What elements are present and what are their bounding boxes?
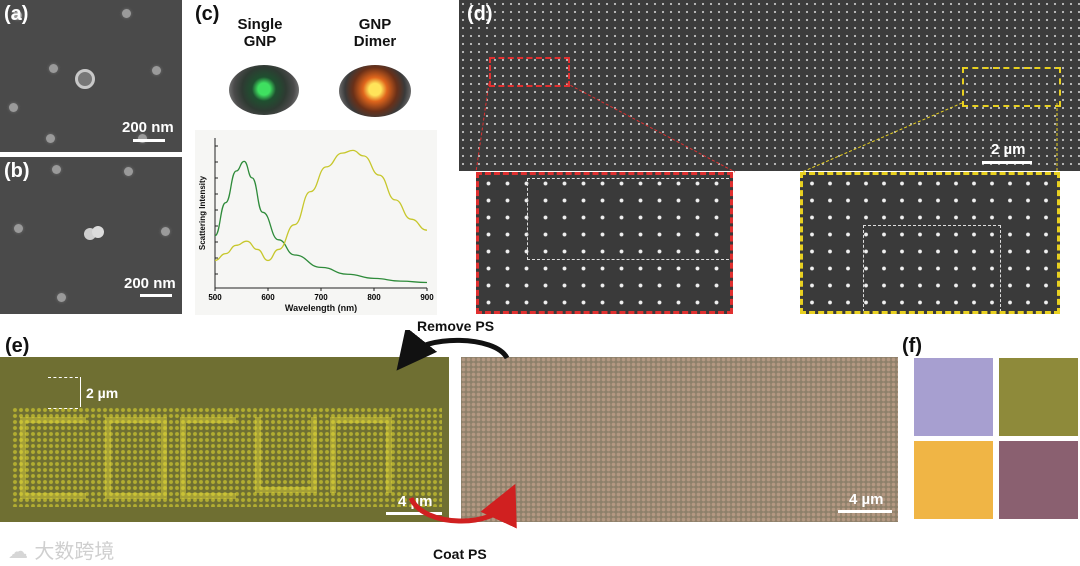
color-swatch-mauve xyxy=(999,441,1078,519)
height-marker-label: 2 µm xyxy=(86,385,119,401)
y-axis-label: Scattering Intensity xyxy=(198,175,207,250)
panel-label-a: (a) xyxy=(4,3,29,25)
sem-image-a: (a) 200 nm xyxy=(0,0,182,152)
watermark-logo: ☁ 大数跨境 xyxy=(8,535,114,564)
zoom-inset-yellow xyxy=(800,172,1060,314)
pattern-glyph xyxy=(20,417,86,499)
height-marker-arrow xyxy=(80,377,81,407)
nanoparticle xyxy=(49,64,58,73)
height-marker-box xyxy=(48,377,78,409)
nanoparticle xyxy=(52,165,61,174)
panel-label-e: (e) xyxy=(5,335,30,357)
scalebar-d xyxy=(982,161,1032,164)
panel-label-b: (b) xyxy=(4,160,30,182)
darkfield-image-right: 4 µm xyxy=(461,357,898,522)
particle-array xyxy=(803,175,1057,311)
nanoparticle xyxy=(161,227,170,236)
particle-array xyxy=(479,175,730,311)
particle-array xyxy=(461,357,898,522)
process-arrows xyxy=(396,330,517,529)
watermark-icon: ☁ xyxy=(8,539,28,563)
x-tick-label: 900 xyxy=(420,293,434,302)
inner-region-box xyxy=(527,178,730,260)
nanoparticle xyxy=(14,224,23,233)
pattern-region xyxy=(12,407,442,507)
x-tick-label: 800 xyxy=(367,293,381,302)
panel-label-f: (f) xyxy=(902,335,922,357)
nanoparticle xyxy=(152,66,161,75)
panel-label-c: (c) xyxy=(195,3,220,25)
single-gnp-darkfield xyxy=(229,65,299,115)
single-gnp-label: Single GNP xyxy=(237,16,283,50)
darkfield-image-left: 2 µm 4 µm xyxy=(0,357,449,522)
zoom-inset-red xyxy=(476,172,733,314)
scalebar-label-a: 200 nm xyxy=(122,119,174,136)
zoom-connectors xyxy=(475,82,1058,173)
x-tick-label: 600 xyxy=(261,293,275,302)
inner-region-box xyxy=(863,225,1001,311)
x-tick-label: 700 xyxy=(314,293,328,302)
scalebar-e-right xyxy=(838,510,892,513)
gnp-dimer-part xyxy=(92,226,104,238)
x-axis-label: Wavelength (nm) xyxy=(285,303,357,313)
scattering-chart: 500 600 700 800 900 Wavelength (nm) Scatteri… xyxy=(195,130,437,315)
nanoparticle xyxy=(138,134,147,143)
yellow-roi-box xyxy=(962,67,1061,107)
color-swatch-purple xyxy=(914,358,993,436)
scalebar-a xyxy=(133,139,165,142)
pattern-glyph xyxy=(105,417,167,499)
nanoparticle xyxy=(124,167,133,176)
gnp-dimer-darkfield xyxy=(339,65,411,117)
nanoparticle xyxy=(122,9,131,18)
red-roi-box xyxy=(489,57,570,87)
nanoparticle xyxy=(46,134,55,143)
scalebar-label-b: 200 nm xyxy=(124,275,176,292)
nanoparticle xyxy=(13,11,22,20)
x-tick-label: 500 xyxy=(208,293,222,302)
coat-ps-arrow xyxy=(408,483,517,529)
series-line-0 xyxy=(214,160,428,284)
panel-label-d: (d) xyxy=(467,3,493,25)
color-swatch-orange xyxy=(914,441,993,519)
gnp-dimer-label: GNP Dimer xyxy=(353,16,397,50)
pattern-glyph xyxy=(180,417,236,499)
spectrum-plot: 500 600 700 800 900 Wavelength (nm) Scatteri… xyxy=(198,138,434,313)
nanoparticle xyxy=(9,103,18,112)
scalebar-label-d: 2 µm xyxy=(991,141,1026,158)
series-line-1 xyxy=(214,149,428,262)
watermark-text: 大数跨境 xyxy=(34,539,115,563)
scalebar-label-e-right: 4 µm xyxy=(849,491,884,508)
nanoparticle xyxy=(57,293,66,302)
pattern-glyph xyxy=(255,417,317,493)
remove-ps-arrow xyxy=(396,330,510,371)
remove-ps-label: Remove PS xyxy=(417,318,495,334)
scalebar-e-left xyxy=(386,512,442,515)
scalebar-b xyxy=(140,294,172,297)
color-swatch-olive xyxy=(999,358,1078,436)
coat-ps-label: Coat PS xyxy=(433,546,487,562)
sem-image-b: (b) 200 nm xyxy=(0,157,182,314)
pattern-glyph xyxy=(330,417,392,493)
sem-overview-d: (d) 2 µm xyxy=(459,0,1080,171)
single-gnp xyxy=(75,69,95,89)
